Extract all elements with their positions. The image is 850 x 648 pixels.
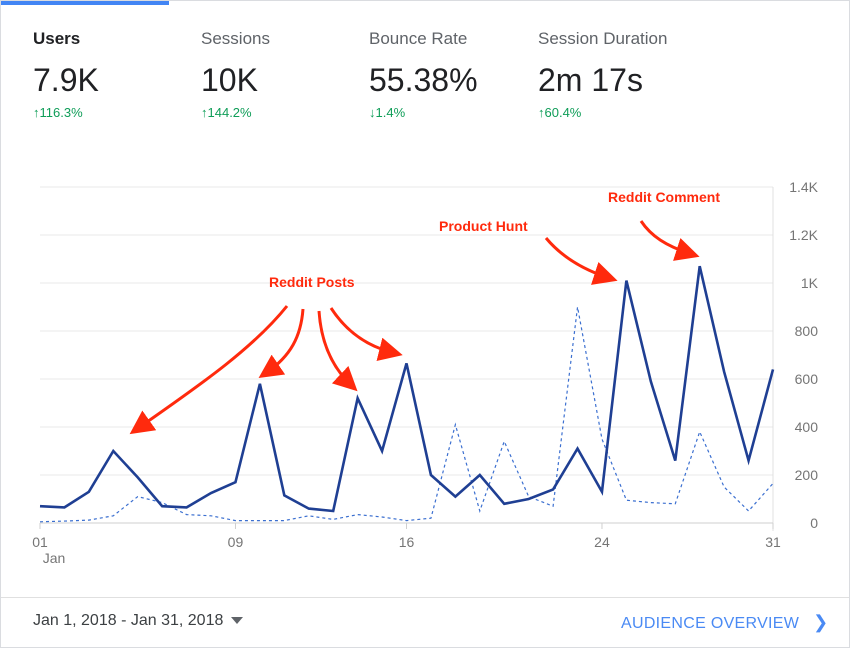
y-tick-label: 200: [795, 467, 819, 483]
metric-change: ↓1.4%: [369, 105, 539, 120]
x-tick-label: 09: [228, 534, 244, 550]
metric-change: ↑116.3%: [33, 105, 203, 120]
metric-label: Session Duration: [538, 29, 668, 48]
y-tick-label: 400: [795, 419, 819, 435]
metric-bounce-rate[interactable]: Bounce Rate 55.38% ↓1.4%: [369, 29, 539, 120]
annotation-arrow: [639, 220, 700, 261]
y-tick-label: 600: [795, 371, 819, 387]
chevron-right-icon: ❯: [813, 612, 829, 632]
x-tick-label: 31: [765, 534, 781, 550]
active-tab-indicator: [1, 1, 169, 5]
audience-overview-link[interactable]: AUDIENCE OVERVIEW ❯: [621, 612, 829, 633]
date-range-label: Jan 1, 2018 - Jan 31, 2018: [33, 612, 224, 629]
metric-value: 7.9K: [33, 62, 99, 98]
x-month-label: Jan: [43, 550, 66, 566]
footer-divider: [1, 597, 849, 598]
x-tick-label: 01: [32, 534, 48, 550]
annotation-arrow: [129, 305, 289, 435]
metric-session-duration[interactable]: Session Duration 2m 17s ↑60.4%: [538, 29, 708, 120]
users-line-chart: 0 200 400 600 800 1K 1.2K 1.4K 01 09 16 24 31 Jan Re…: [32, 179, 819, 566]
annotation-arrow: [544, 237, 618, 285]
metric-label: Users: [33, 29, 81, 48]
metric-change-value: 60.4%: [544, 105, 582, 120]
x-tick-label: 24: [594, 534, 610, 550]
metric-change: ↑60.4%: [538, 105, 708, 120]
metric-change: ↑144.2%: [201, 105, 371, 120]
x-tick-label: 16: [399, 534, 415, 550]
y-tick-label: 0: [810, 515, 818, 531]
caret-down-icon: [231, 617, 244, 625]
annotation-product-hunt: Product Hunt: [439, 218, 528, 234]
metric-users[interactable]: Users 7.9K ↑116.3%: [33, 29, 203, 120]
metric-label: Sessions: [201, 29, 270, 48]
annotation-arrow: [258, 308, 305, 379]
metric-value: 2m 17s: [538, 62, 643, 98]
annotation-reddit-posts: Reddit Posts: [269, 274, 355, 290]
y-tick-label: 1.4K: [789, 179, 818, 195]
metric-value: 55.38%: [369, 62, 478, 98]
annotation-reddit-comment: Reddit Comment: [608, 189, 720, 205]
annotation-arrow: [329, 307, 403, 361]
y-tick-label: 1.2K: [789, 227, 818, 243]
metric-change-value: 144.2%: [207, 105, 252, 120]
annotation-arrow: [317, 310, 358, 392]
series-line-previous-period: [39, 306, 774, 523]
arrow-up-icon: ↑: [201, 105, 208, 120]
metric-change-value: 1.4%: [375, 105, 406, 120]
metric-label: Bounce Rate: [369, 29, 468, 48]
arrow-up-icon: ↑: [33, 105, 40, 120]
series-line-this-period: [39, 265, 775, 513]
arrow-down-icon: ↓: [369, 105, 376, 120]
date-range-selector[interactable]: Jan 1, 2018 - Jan 31, 2018: [33, 612, 244, 630]
metric-value: 10K: [201, 62, 258, 98]
audience-overview-label: AUDIENCE OVERVIEW: [621, 615, 800, 632]
arrow-up-icon: ↑: [538, 105, 545, 120]
y-tick-label: 800: [795, 323, 819, 339]
metric-change-value: 116.3%: [39, 105, 83, 120]
y-tick-label: 1K: [801, 275, 819, 291]
metric-sessions[interactable]: Sessions 10K ↑144.2%: [201, 29, 371, 120]
